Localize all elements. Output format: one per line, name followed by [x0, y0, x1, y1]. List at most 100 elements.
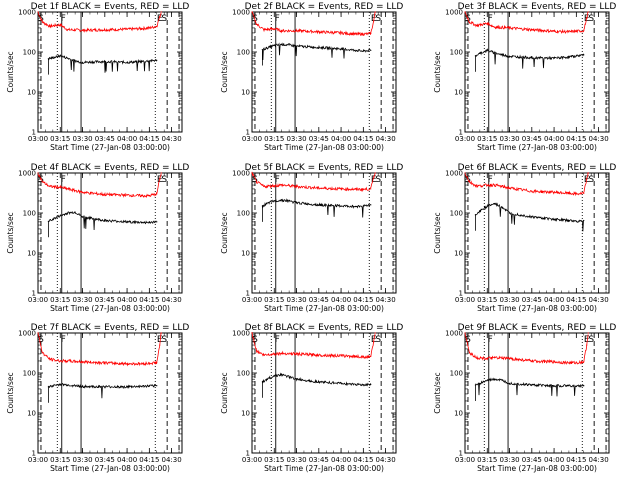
data-point-events [141, 221, 143, 224]
data-point-lld [59, 360, 61, 362]
data-point-events [370, 383, 372, 385]
y-axis-label: Counts/sec [220, 372, 229, 413]
data-point-lld [41, 352, 44, 354]
x-tick-label: 04:00 [331, 456, 351, 464]
marker-S: S [38, 175, 44, 185]
data-point-lld [126, 28, 128, 30]
marker-F: F [61, 335, 66, 345]
data-point-events [59, 215, 61, 217]
data-point-events [340, 48, 342, 50]
data-point-events [318, 204, 320, 206]
x-tick-label: 03:00 [455, 135, 475, 143]
panel-det-5: Det 5f BLACK = Events, RED = LLD 1 10 100 10… [220, 163, 403, 313]
data-point-events [553, 57, 555, 59]
x-tick-label: 04:30 [376, 135, 396, 143]
plot-frame [464, 332, 610, 454]
data-point-lld [141, 27, 143, 30]
x-axis-label: Start Time (27-Jan-08 03:00:00) [264, 143, 384, 152]
marker-S: S [588, 175, 594, 185]
data-point-events [501, 379, 503, 382]
x-axis-label: Start Time (27-Jan-08 03:00:00) [477, 143, 597, 152]
data-point-events [583, 219, 585, 222]
data-point-lld [508, 357, 511, 360]
panel-det-6: Det 6f BLACK = Events, RED = LLD 1 10 100 10… [433, 163, 616, 313]
data-point-lld [81, 191, 84, 193]
data-point-events [81, 61, 84, 63]
data-point-lld [476, 357, 478, 359]
data-point-lld [41, 181, 44, 183]
x-tick-label: 03:45 [522, 135, 542, 143]
data-point-lld [587, 11, 589, 13]
data-point-lld [49, 25, 51, 27]
marker-S: S [465, 335, 471, 345]
data-point-events [74, 211, 76, 213]
series-lld-line [251, 171, 376, 193]
series-events-line [475, 48, 584, 69]
data-point-lld [370, 355, 372, 358]
plot-frame [251, 172, 397, 294]
x-tick-label: 04:30 [589, 135, 609, 143]
data-point-events [52, 57, 54, 59]
series-events-line [262, 198, 371, 218]
panel-det-2: Det 2f BLACK = Events, RED = LLD 1 10 100 10… [220, 2, 403, 152]
data-point-lld [374, 11, 376, 13]
marker-S: S [161, 175, 167, 185]
data-point-events [148, 60, 150, 62]
marker-E: E [584, 335, 590, 345]
data-point-lld [508, 27, 511, 29]
data-point-events [508, 382, 511, 384]
series-events-line [262, 372, 371, 387]
x-tick-label: 03:45 [95, 296, 115, 304]
data-point-events [583, 385, 585, 387]
x-tick-label: 03:30 [286, 135, 306, 143]
data-point-events [156, 59, 158, 61]
x-tick-label: 04:30 [162, 296, 182, 304]
data-point-lld [251, 11, 253, 13]
y-tick-label: 10 [27, 89, 36, 97]
data-point-lld [159, 344, 161, 346]
data-point-lld [295, 353, 298, 355]
data-point-lld [355, 355, 357, 358]
data-point-lld [67, 29, 69, 31]
data-point-lld [575, 362, 577, 364]
data-point-lld [81, 361, 84, 363]
data-point-events [81, 216, 84, 218]
y-axis-label: Counts/sec [220, 51, 229, 92]
data-point-events [273, 44, 275, 47]
data-point-lld [531, 360, 533, 362]
data-point-lld [362, 33, 364, 35]
data-point-events [104, 60, 106, 63]
data-point-lld [281, 30, 283, 32]
data-point-events [281, 199, 283, 201]
data-point-lld [318, 354, 320, 356]
panel-det-3: Det 3f BLACK = Events, RED = LLD 1 10 100 10… [433, 2, 616, 152]
data-point-events [74, 60, 76, 62]
panel-title: Det 5f BLACK = Events, RED = LLD [245, 163, 404, 173]
marker-F: F [488, 175, 493, 185]
plot-frame [464, 11, 610, 133]
marker-S: S [252, 175, 258, 185]
data-point-events [104, 219, 106, 222]
series-lld-line [37, 332, 162, 367]
data-point-lld [160, 332, 162, 334]
data-point-lld [273, 28, 275, 30]
data-point-lld [583, 30, 585, 32]
data-point-events [508, 55, 511, 57]
data-point-lld [464, 332, 466, 334]
plot-frame [464, 172, 610, 294]
data-point-events [67, 212, 69, 214]
y-tick-label: 1 [459, 290, 463, 298]
panel-title: Det 4f BLACK = Events, RED = LLD [31, 163, 190, 173]
x-tick-label: 03:00 [28, 456, 48, 464]
marker-F: F [488, 335, 493, 345]
data-point-lld [476, 185, 478, 187]
data-point-lld [67, 188, 69, 190]
x-tick-label: 03:30 [72, 296, 92, 304]
y-axis-label: Counts/sec [433, 51, 442, 92]
y-tick-label: 10 [27, 410, 36, 418]
data-point-events [281, 374, 283, 376]
x-tick-label: 04:30 [162, 456, 182, 464]
data-point-events [156, 385, 158, 387]
marker-F: F [275, 175, 280, 185]
data-point-lld [37, 172, 39, 174]
